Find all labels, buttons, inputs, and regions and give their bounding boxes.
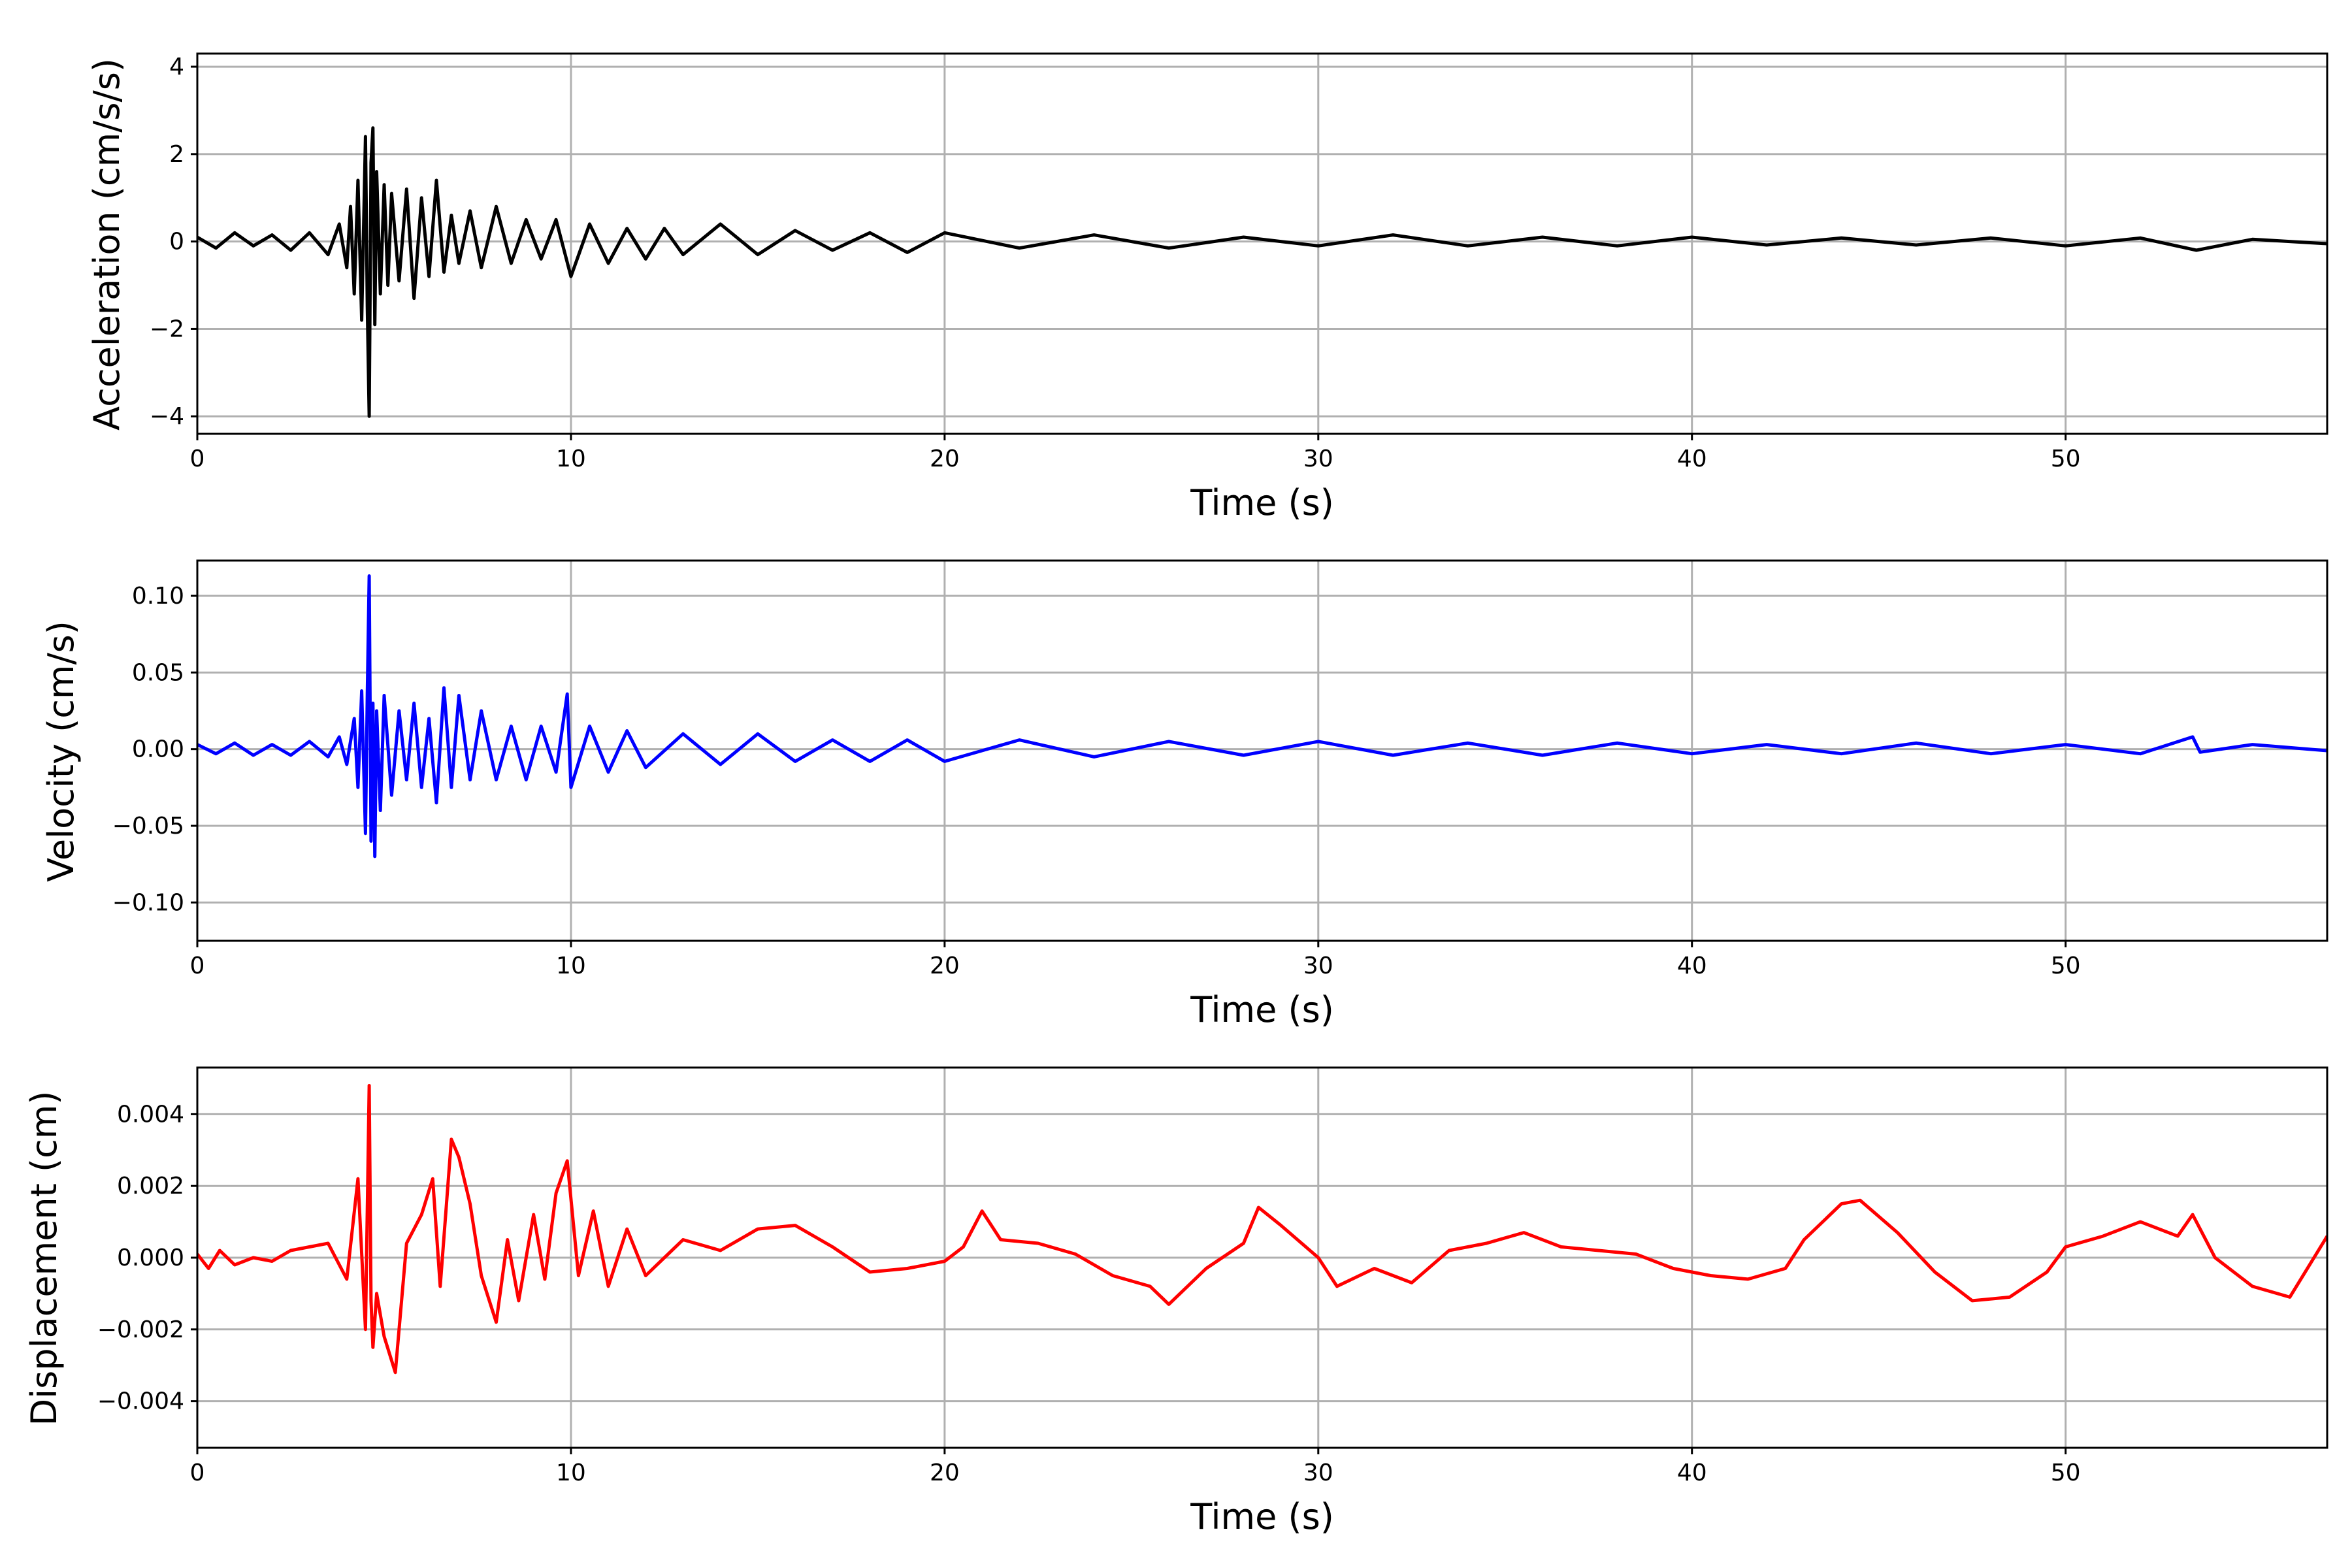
displacement-ytick-label-3: 0.002	[117, 1173, 184, 1200]
displacement-ytick-label-0: −0.004	[97, 1388, 184, 1415]
displacement-ytick-label-2: 0.000	[117, 1245, 184, 1271]
velocity-series-line	[197, 574, 2327, 858]
displacement-xtick-label-0: 0	[190, 1460, 205, 1486]
acceleration-ytick-label-2: 0	[169, 229, 184, 255]
velocity-xtick-label-0: 0	[190, 953, 205, 979]
velocity-ytick-label-3: 0.05	[132, 659, 184, 686]
displacement-xtick-label-2: 20	[930, 1460, 960, 1486]
displacement-ytick-label-4: 0.004	[117, 1101, 184, 1128]
acceleration-xlabel: Time (s)	[1190, 482, 1334, 523]
displacement-xtick-label-5: 50	[2051, 1460, 2081, 1486]
velocity-xtick-label-4: 40	[1677, 953, 1707, 979]
velocity-ytick-label-0: −0.10	[112, 889, 184, 916]
acceleration-xtick-label-0: 0	[190, 446, 205, 472]
acceleration-ytick-label-1: −2	[150, 316, 184, 342]
acceleration-ytick-label-0: −4	[150, 403, 184, 430]
acceleration-ytick-label-4: 4	[169, 54, 184, 80]
velocity-ylabel: Velocity (cm/s)	[41, 621, 82, 882]
acceleration-xtick-label-3: 30	[1303, 446, 1333, 472]
acceleration-xtick-label-5: 50	[2051, 446, 2081, 472]
acceleration-panel: Acceleration (cm/s/s) Time (s) 0 10 20 30 40…	[86, 52, 2328, 523]
velocity-xtick-label-2: 20	[930, 953, 960, 979]
displacement-xtick-label-3: 30	[1303, 1460, 1333, 1486]
acceleration-xtick-label-2: 20	[930, 446, 960, 472]
acceleration-series-line	[197, 126, 2327, 418]
velocity-axes-frame	[196, 559, 2328, 942]
displacement-xlabel: Time (s)	[1190, 1496, 1334, 1537]
acceleration-ylabel: Acceleration (cm/s/s)	[86, 58, 127, 431]
velocity-ytick-label-2: 0.00	[132, 736, 184, 763]
displacement-panel: Displacement (cm) Time (s) 0 10 20 30 40 50 −0…	[24, 1066, 2328, 1537]
displacement-xtick-label-4: 40	[1677, 1460, 1707, 1486]
acceleration-xtick-label-4: 40	[1677, 446, 1707, 472]
velocity-panel: Velocity (cm/s) Time (s) 0 10 20 30 40 50 −0.1…	[41, 559, 2328, 1030]
displacement-ylabel: Displacement (cm)	[24, 1091, 65, 1426]
velocity-xtick-label-5: 50	[2051, 953, 2081, 979]
displacement-series-line	[197, 1084, 2327, 1375]
acceleration-axes-frame	[196, 52, 2328, 435]
displacement-xtick-label-1: 10	[556, 1460, 586, 1486]
velocity-xtick-label-3: 30	[1303, 953, 1333, 979]
velocity-xtick-label-1: 10	[556, 953, 586, 979]
velocity-xlabel: Time (s)	[1190, 989, 1334, 1030]
velocity-ytick-label-1: −0.05	[112, 813, 184, 840]
acceleration-xtick-label-1: 10	[556, 446, 586, 472]
displacement-ytick-label-1: −0.002	[97, 1316, 184, 1343]
acceleration-ytick-label-3: 2	[169, 141, 184, 168]
velocity-ytick-label-4: 0.10	[132, 583, 184, 610]
